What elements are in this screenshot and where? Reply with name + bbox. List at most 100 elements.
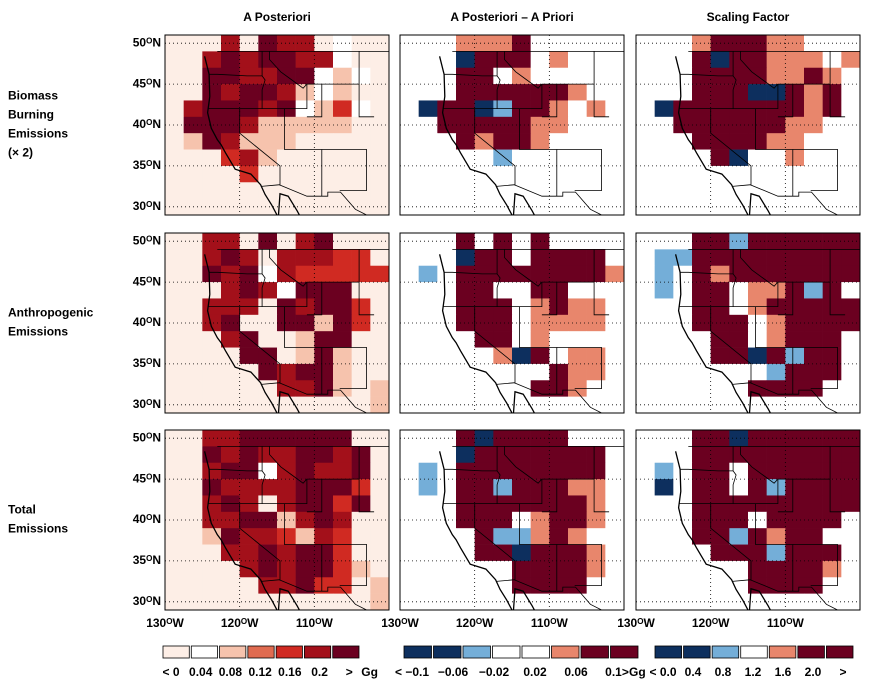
grid-cell [785, 593, 805, 610]
grid-cell [692, 198, 711, 215]
grid-cell [512, 396, 531, 413]
grid-cell [277, 347, 296, 365]
grid-cell [636, 116, 655, 134]
grid-cell [729, 282, 749, 299]
map-panel [400, 233, 624, 413]
grid-cell [512, 363, 531, 381]
grid-cell [221, 560, 240, 578]
grid-cell [333, 198, 352, 215]
grid-cell [277, 544, 296, 562]
grid-cell [295, 165, 315, 183]
grid-cell [785, 560, 805, 578]
grid-cell [530, 544, 550, 562]
grid-cell [239, 347, 259, 365]
column-title: A Posteriori [243, 10, 311, 24]
grid-cell [673, 560, 693, 578]
grid-cell [605, 233, 624, 250]
grid-cell [277, 331, 296, 348]
colorbar-label: < 0 [162, 665, 179, 679]
grid-cell [804, 314, 823, 332]
grid-cell [437, 430, 457, 447]
border [208, 83, 375, 118]
grid-cell [530, 560, 550, 578]
grid-cell [841, 544, 860, 562]
grid-cell [474, 282, 494, 299]
grid-cell [586, 560, 606, 578]
grid-cell [165, 100, 184, 118]
grid-cell [549, 149, 569, 167]
grid-cell [183, 380, 203, 397]
grid-cell [804, 84, 823, 101]
colorbar-box [580, 645, 609, 659]
grid-cell [822, 347, 842, 365]
grid-cell [493, 51, 513, 69]
grid-cell [333, 233, 352, 250]
colorbar-box [275, 645, 303, 659]
grid-cell [549, 396, 569, 413]
grid-cell [277, 149, 296, 167]
colorbar-box [740, 645, 768, 659]
grid-cell [493, 165, 513, 183]
border [443, 281, 610, 316]
border [279, 382, 367, 413]
grid-cell [710, 149, 730, 167]
grid-cell [333, 265, 352, 283]
grid-cell [512, 430, 531, 447]
border [209, 468, 263, 472]
grid-cell [258, 363, 278, 381]
grid-cell [804, 265, 823, 283]
grid-cell [258, 511, 278, 529]
grid-cell [437, 347, 457, 365]
grid-cell [636, 380, 655, 397]
grid-cell [202, 544, 222, 562]
grid-cell [314, 51, 334, 69]
grid-cell [493, 462, 513, 480]
grid-cell [822, 51, 842, 69]
grid-cell [748, 133, 767, 150]
grid-cell [333, 84, 352, 101]
grid-cell [822, 265, 842, 283]
grid-cell [841, 380, 860, 397]
grid-cell [654, 249, 674, 267]
border [556, 544, 602, 586]
grid-cell [333, 446, 352, 464]
grid-cell [729, 462, 749, 480]
colorbar-box [654, 645, 682, 659]
grid-cell [333, 363, 352, 381]
grid-cell [692, 380, 711, 397]
grid-cell [785, 149, 805, 167]
grid-cell [841, 347, 860, 365]
grid-cell [673, 282, 693, 299]
grid-cell [654, 182, 674, 199]
grid-cell [437, 198, 457, 215]
grid-cell [277, 528, 296, 545]
grid-cell [493, 116, 513, 134]
border [443, 83, 610, 118]
grid-cell [277, 51, 296, 69]
grid-cell [202, 182, 222, 199]
border [679, 281, 846, 316]
grid-cell [586, 84, 606, 101]
grid-cell [568, 363, 587, 381]
grid-cell [456, 314, 475, 332]
grid-cell [710, 51, 730, 69]
border [732, 446, 737, 504]
grid-cell [605, 511, 624, 529]
grid-cell [221, 511, 240, 529]
grid-cell [512, 198, 531, 215]
grid-cell [400, 298, 419, 316]
grid-cell [456, 446, 475, 464]
grid-cell [692, 233, 711, 250]
grid-cell [437, 544, 457, 562]
grid-cell [530, 149, 550, 167]
grid-cell [605, 560, 624, 578]
grid-cell [165, 560, 184, 578]
grid-cell [165, 363, 184, 381]
grid-cell [568, 347, 587, 365]
grid-cell [165, 593, 184, 610]
grid-cell [748, 544, 767, 562]
grid-cell [239, 446, 259, 464]
grid-cell [692, 249, 711, 267]
border [444, 271, 498, 275]
grid-cell [314, 380, 334, 397]
